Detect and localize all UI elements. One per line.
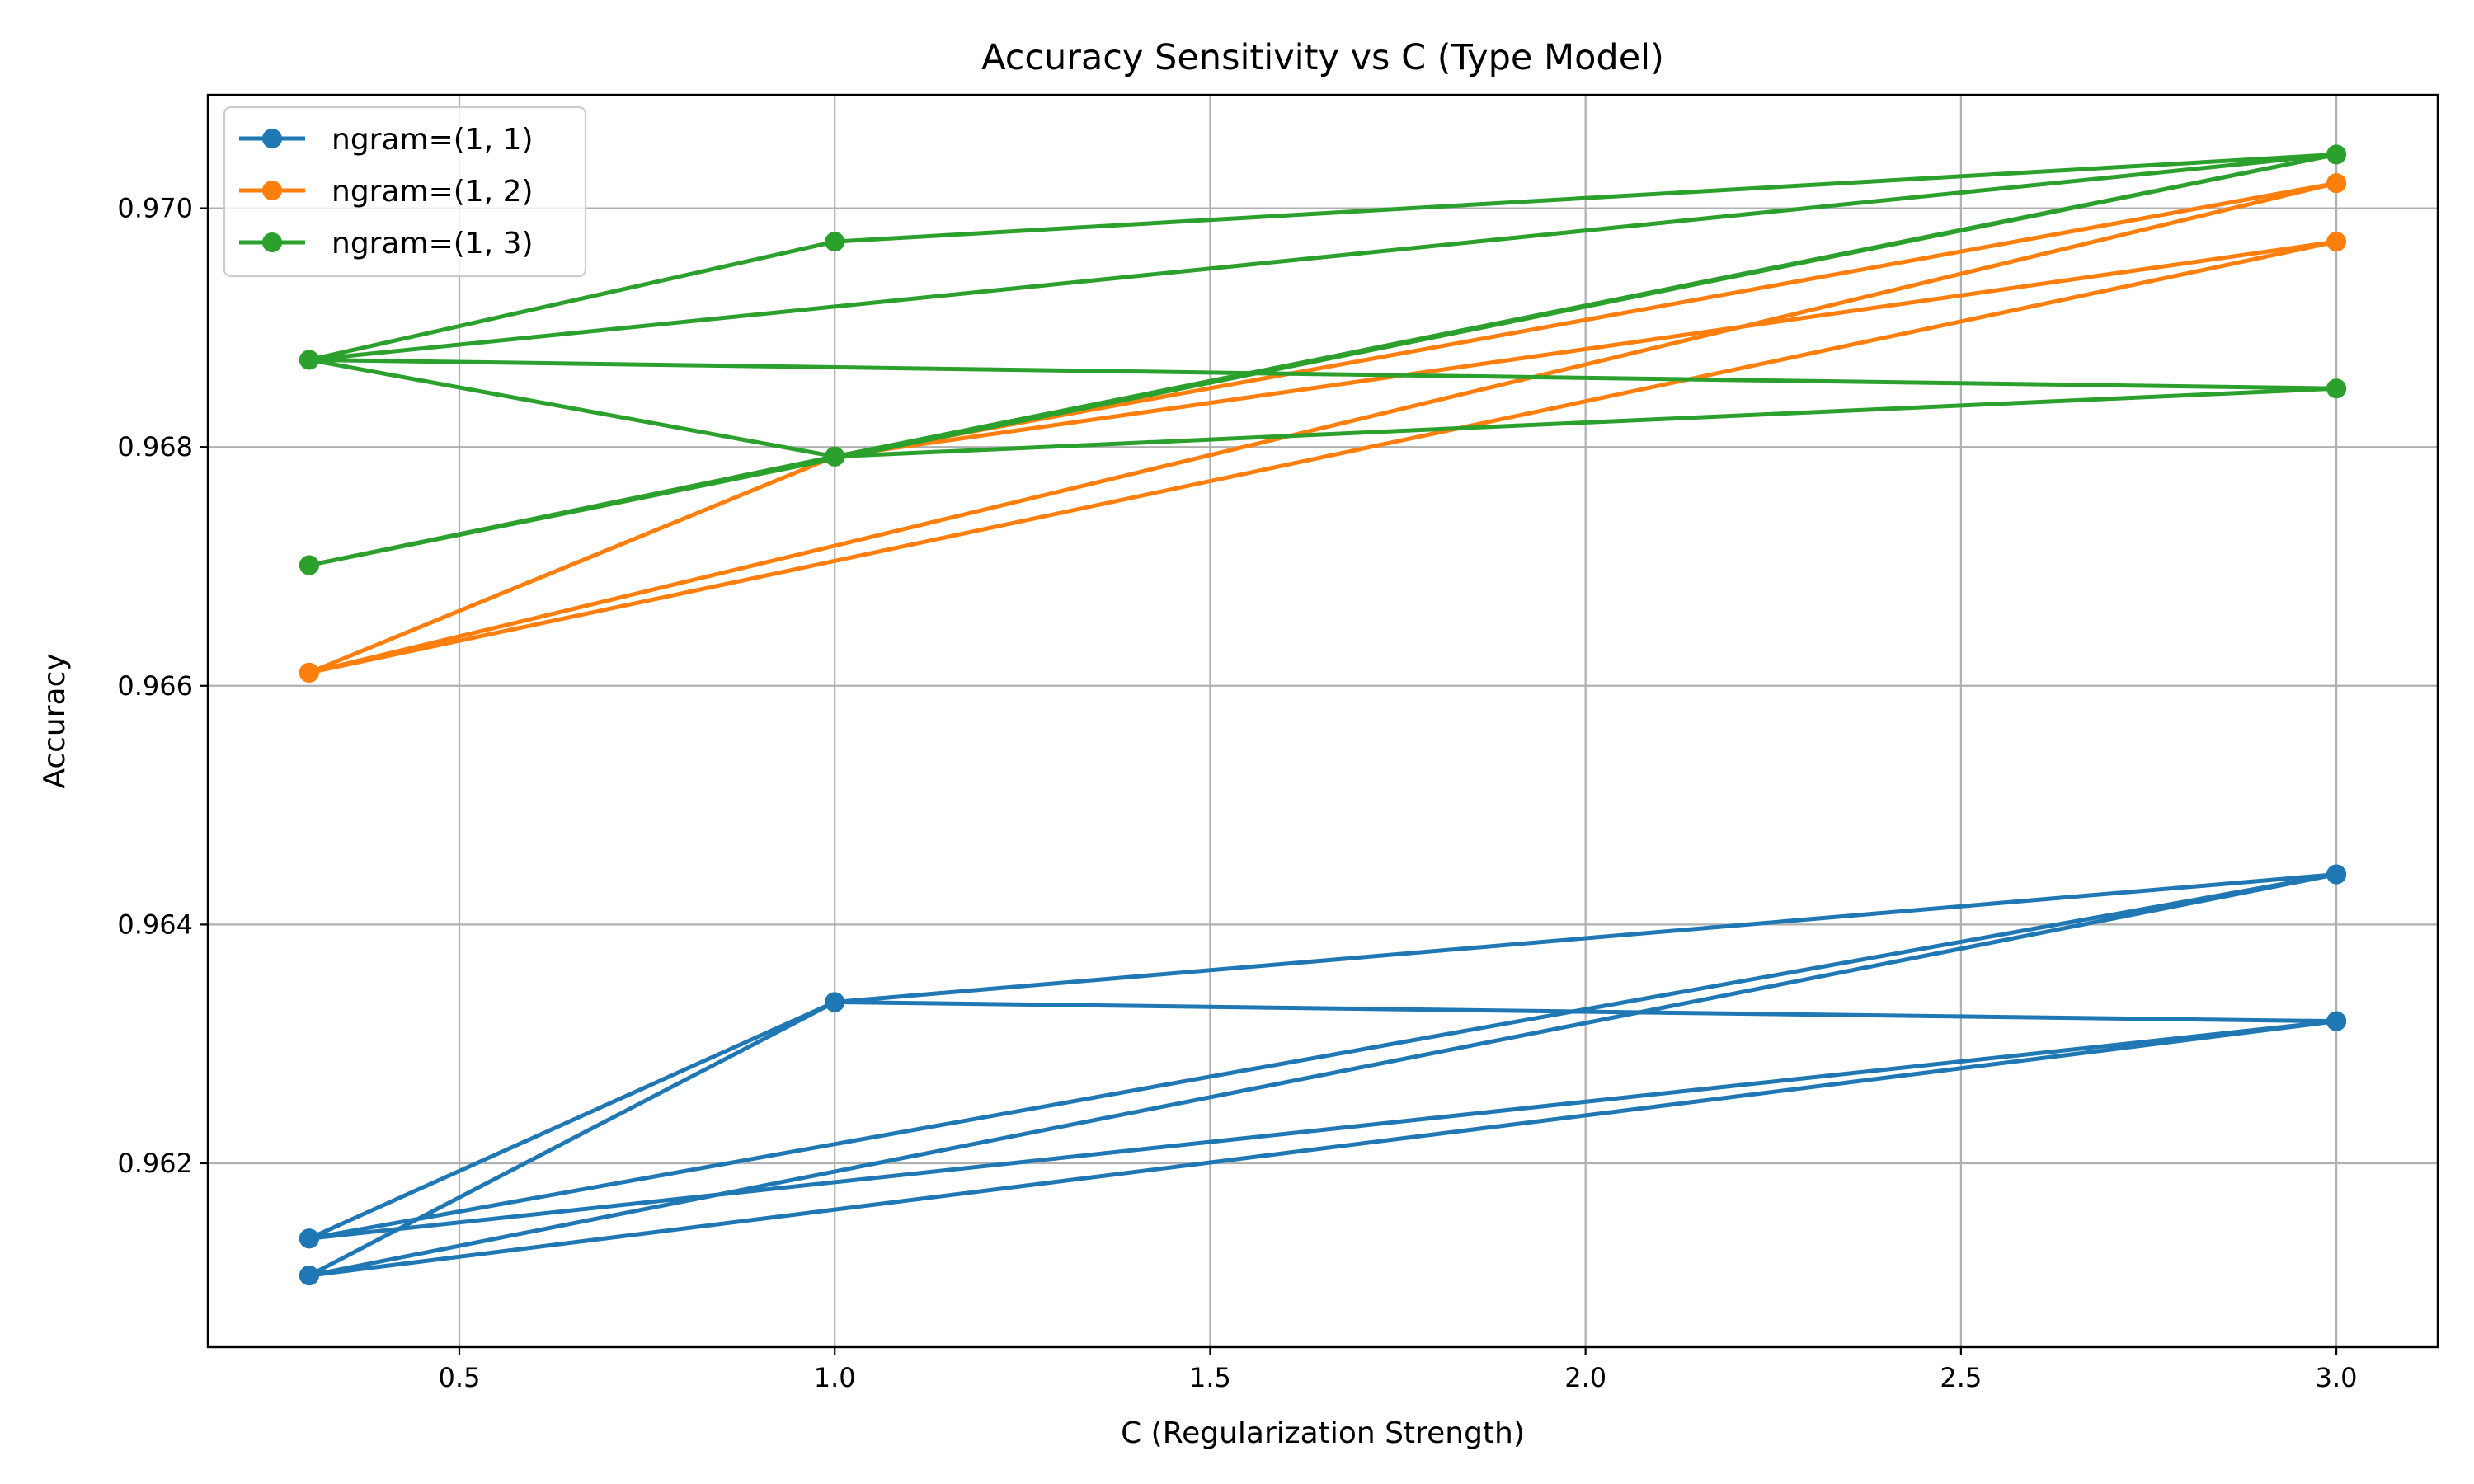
x-tick-label: 2.0 [1564, 1362, 1606, 1393]
data-point [299, 350, 319, 370]
data-point [299, 555, 319, 575]
chart-title: Accuracy Sensitivity vs C (Type Model) [981, 37, 1664, 78]
series-3 [299, 144, 2347, 575]
x-tick-label: 2.5 [1940, 1362, 1982, 1393]
legend-label: ngram=(1, 2) [332, 175, 534, 209]
legend-swatch-marker [262, 181, 282, 200]
legend-item: ngram=(1, 1) [239, 123, 534, 157]
series-layer [299, 144, 2347, 1286]
data-point [299, 1228, 319, 1249]
legend-swatch-marker [262, 232, 282, 252]
data-point [2326, 864, 2347, 885]
data-point [2326, 232, 2347, 252]
x-tick-label: 3.0 [2316, 1362, 2358, 1393]
x-tick-label: 1.0 [814, 1362, 856, 1393]
data-point [2326, 1011, 2347, 1031]
legend-swatch-marker [262, 129, 282, 148]
series-1 [299, 864, 2347, 1286]
data-point [2326, 378, 2347, 399]
y-tick-label: 0.966 [117, 670, 193, 702]
y-tick-label: 0.962 [117, 1148, 193, 1179]
data-point [299, 1266, 319, 1286]
legend-item: ngram=(1, 2) [239, 175, 534, 209]
data-point [825, 992, 845, 1012]
series-line [307, 872, 2339, 1278]
series-line [307, 152, 2339, 568]
legend: ngram=(1, 1) ngram=(1, 2) ngram=(1, 3) [223, 106, 587, 278]
y-axis-label: Accuracy [38, 653, 72, 788]
data-point [2326, 144, 2347, 165]
x-axis: 0.5 1.0 1.5 2.0 2.5 3.0 [439, 1347, 2358, 1393]
y-axis: 0.962 0.964 0.966 0.968 0.970 [117, 193, 208, 1179]
plot-frame [206, 93, 2439, 1349]
y-tick-label: 0.964 [117, 909, 193, 940]
legend-label: ngram=(1, 1) [332, 123, 534, 157]
y-tick-label: 0.968 [117, 431, 193, 463]
x-axis-label: C (Regularization Strength) [1121, 1416, 1525, 1450]
legend-box [223, 106, 587, 278]
x-tick-label: 1.5 [1189, 1362, 1231, 1393]
legend-item: ngram=(1, 3) [239, 227, 534, 261]
y-tick-label: 0.970 [117, 193, 193, 224]
x-tick-label: 0.5 [439, 1362, 481, 1393]
data-point [2326, 173, 2347, 194]
legend-label: ngram=(1, 3) [332, 227, 534, 261]
data-point [299, 662, 319, 683]
data-point [825, 446, 845, 467]
data-point [825, 232, 845, 252]
